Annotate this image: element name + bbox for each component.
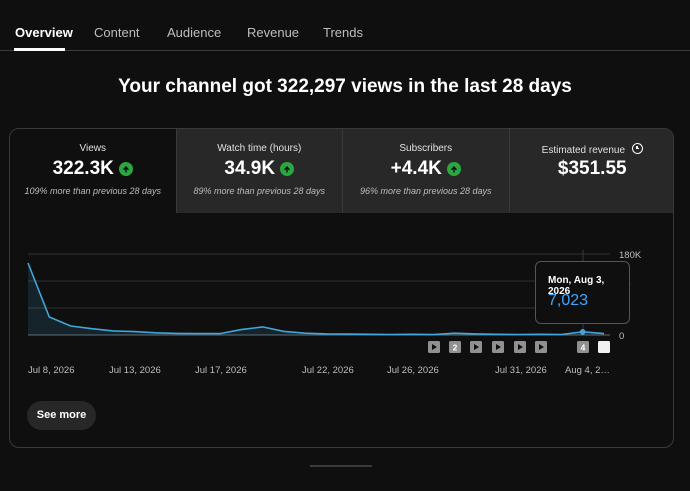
arrow-up-icon	[280, 162, 295, 176]
metric-comparison: 89% more than previous 28 days	[193, 186, 326, 196]
metric-label: Views	[79, 143, 107, 154]
tab-overview[interactable]: Overview	[15, 25, 73, 40]
metric-comparison: 109% more than previous 28 days	[24, 186, 162, 196]
count-marker-icon: 2	[449, 341, 461, 353]
page-headline: Your channel got 322,297 views in the la…	[118, 76, 572, 97]
scroll-indicator	[310, 465, 372, 467]
views-area	[28, 263, 604, 335]
highlighted-point	[579, 329, 586, 335]
y-tick-label: 180K	[619, 250, 642, 261]
x-tick-label: Aug 4, 2…	[565, 365, 610, 376]
metric-value: $351.55	[557, 158, 627, 179]
tooltip-date: Mon, Aug 3, 2026	[548, 275, 605, 297]
metric-tabs: Views 322.3K 109% more than previous 28 …	[10, 129, 674, 213]
metric-estimated-revenue[interactable]: Estimated revenue $351.55	[509, 129, 674, 213]
y-tick-label: 0	[619, 331, 624, 342]
x-tick-label: Jul 26, 2026	[387, 365, 439, 376]
tab-content[interactable]: Content	[94, 25, 140, 40]
video-marker-icon	[514, 341, 526, 353]
clock-icon	[631, 143, 643, 154]
arrow-up-icon	[446, 162, 461, 176]
tab-bar: Overview Content Audience Revenue Trends	[0, 0, 690, 51]
chart-grid	[28, 250, 610, 336]
video-marker-icon	[535, 341, 547, 353]
see-more-button[interactable]: See more	[27, 401, 96, 430]
tab-trends[interactable]: Trends	[323, 25, 363, 40]
square-marker-icon	[598, 341, 610, 353]
marker-count: 2	[453, 343, 458, 353]
chart-x-axis: Jul 8, 2026 Jul 13, 2026 Jul 17, 2026 Jul 2…	[28, 365, 610, 376]
metric-label: Estimated revenue	[541, 145, 626, 156]
tab-audience[interactable]: Audience	[167, 25, 222, 40]
tooltip-value: 7,023	[548, 292, 589, 309]
active-tab-indicator	[14, 48, 65, 51]
metric-label: Watch time (hours)	[217, 143, 302, 154]
marker-count: 4	[581, 343, 586, 353]
tab-revenue[interactable]: Revenue	[247, 25, 300, 40]
metric-watch-time[interactable]: Watch time (hours) 34.9K 89% more than p…	[176, 129, 343, 213]
metric-value: 322.3K	[52, 158, 114, 179]
metric-label: Subscribers	[399, 143, 453, 154]
chart-area-layer	[27, 262, 605, 336]
metric-comparison: 96% more than previous 28 days	[359, 186, 492, 196]
metric-value: +4.4K	[390, 158, 442, 179]
arrow-up-icon	[118, 162, 133, 176]
metric-subscribers[interactable]: Subscribers +4.4K 96% more than previous…	[343, 129, 510, 213]
views-line	[27, 262, 605, 336]
metric-value: 34.9K	[224, 158, 276, 179]
video-marker-icon	[470, 341, 482, 353]
x-tick-label: Jul 22, 2026	[302, 365, 354, 376]
count-marker-icon: 4	[577, 341, 589, 353]
chart-tooltip: Mon, Aug 3, 2026 7,023	[535, 261, 630, 324]
video-marker-icon	[492, 341, 504, 353]
x-tick-label: Jul 8, 2026	[28, 365, 74, 376]
video-marker-icon	[428, 341, 440, 353]
metric-label-row: Estimated revenue	[510, 143, 674, 156]
x-tick-label: Jul 17, 2026	[195, 365, 247, 376]
x-tick-label: Jul 31, 2026	[495, 365, 547, 376]
x-tick-label: Jul 13, 2026	[109, 365, 161, 376]
metric-views[interactable]: Views 322.3K 109% more than previous 28 …	[10, 129, 177, 213]
